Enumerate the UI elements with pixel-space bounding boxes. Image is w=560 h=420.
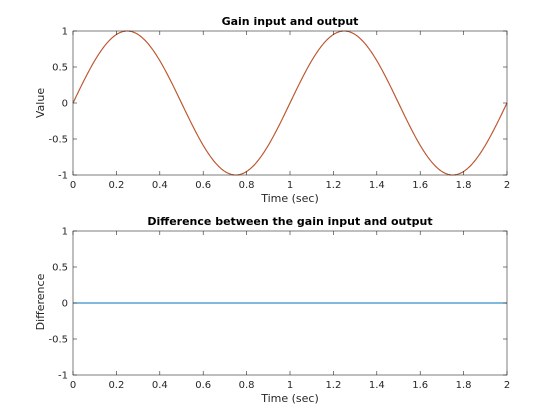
bottom-x-tick-label: 2 — [504, 380, 510, 391]
top-y-tick-label: 1 — [62, 27, 68, 38]
top-plot-area: 0 0.2 0.4 0.6 0.8 1 1.2 1.4 1.6 1.8 2 -1 -0.5 0 0.5 1 — [48, 27, 510, 192]
top-series-line-2 — [72, 30, 508, 176]
bottom-y-tick-label: 1 — [62, 227, 68, 238]
bottom-x-tick-label: 1.4 — [369, 380, 385, 391]
top-y-tick-label: -0.5 — [48, 135, 68, 146]
bottom-x-tick-label: 1 — [287, 380, 293, 391]
top-x-tick-label: 0.2 — [108, 180, 124, 191]
bottom-x-tick-label: 1.2 — [325, 380, 341, 391]
top-x-tick-label: 0 — [70, 180, 76, 191]
top-x-axis-label: Time (sec) — [260, 192, 319, 205]
top-x-tick-label: 0.6 — [195, 180, 211, 191]
bottom-plot-area: 0 0.2 0.4 0.6 0.8 1 1.2 1.4 1.6 1.8 2 -1 -0.5 0 0.5 1 — [48, 227, 510, 392]
bottom-x-tick-label: 0.2 — [108, 380, 124, 391]
bottom-x-axis-label: Time (sec) — [260, 392, 319, 405]
bottom-x-tick-label: 1.6 — [412, 380, 428, 391]
bottom-x-tick-label: 0 — [70, 380, 76, 391]
top-x-tick-label: 1.4 — [369, 180, 385, 191]
bottom-chart-title: Difference between the gain input and ou… — [147, 215, 432, 228]
top-y-tick-label: 0.5 — [52, 63, 68, 74]
top-y-tick-label: 0 — [62, 99, 68, 110]
bottom-x-tick-label: 0.8 — [239, 380, 255, 391]
bottom-y-tick-label: -0.5 — [48, 335, 68, 346]
bottom-x-tick-label: 1.8 — [456, 380, 472, 391]
top-x-tick-label: 1.8 — [456, 180, 472, 191]
top-x-tick-label: 1.2 — [325, 180, 341, 191]
bottom-y-tick-label: 0 — [62, 299, 68, 310]
top-axes: Gain input and output Time (sec) Value 0… — [34, 15, 510, 205]
bottom-x-tick-label: 0.4 — [152, 380, 168, 391]
top-x-tick-label: 0.4 — [152, 180, 168, 191]
top-chart-title: Gain input and output — [222, 15, 359, 28]
top-x-tick-label: 1 — [287, 180, 293, 191]
bottom-y-tick-label: 0.5 — [52, 263, 68, 274]
top-x-tick-label: 2 — [504, 180, 510, 191]
top-x-tick-label: 1.6 — [412, 180, 428, 191]
bottom-y-tick-label: -1 — [58, 371, 68, 382]
bottom-x-tick-label: 0.6 — [195, 380, 211, 391]
top-y-tick-label: -1 — [58, 171, 68, 182]
bottom-axes: Difference between the gain input and ou… — [34, 215, 510, 405]
top-x-tick-label: 0.8 — [239, 180, 255, 191]
bottom-y-axis-label: Difference — [34, 273, 47, 330]
top-y-axis-label: Value — [34, 88, 47, 118]
